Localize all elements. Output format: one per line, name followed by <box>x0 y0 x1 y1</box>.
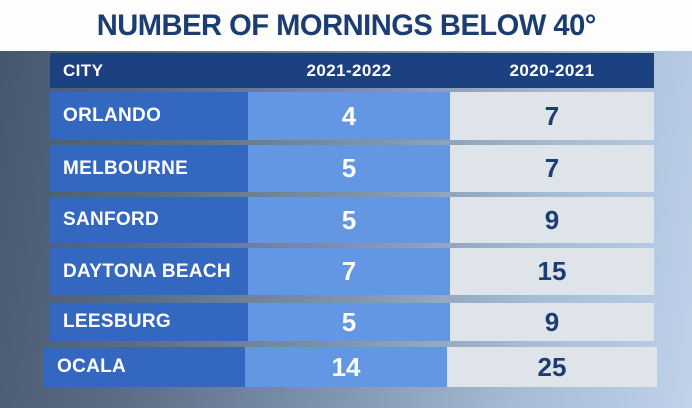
city-cell: ORLANDO <box>50 92 248 140</box>
city-cell: DAYTONA BEACH <box>50 248 248 295</box>
header-cell-city: CITY <box>63 60 104 80</box>
value-cell-2021-2022: 14 <box>245 347 447 387</box>
value-cell-2020-2021: 7 <box>450 145 654 192</box>
value-cell-2021-2022: 7 <box>248 248 450 295</box>
table-row: SANFORD 5 9 <box>50 197 654 243</box>
table-row: ORLANDO 4 7 <box>50 92 654 140</box>
title-banner: NUMBER OF MORNINGS BELOW 40° <box>0 0 692 51</box>
value-cell-2020-2021: 9 <box>450 197 654 243</box>
city-cell: LEESBURG <box>50 303 248 341</box>
table-row: LEESBURG 5 9 <box>50 303 654 341</box>
value-cell-2020-2021: 15 <box>450 248 654 295</box>
page-title: NUMBER OF MORNINGS BELOW 40° <box>96 8 596 42</box>
value-cell-2021-2022: 5 <box>248 303 450 341</box>
value-cell-2020-2021: 9 <box>450 303 654 341</box>
value-cell-2021-2022: 5 <box>248 145 450 192</box>
table-row: OCALA 14 25 <box>44 347 657 387</box>
header-cell-2021-2022: 2021-2022 <box>306 60 392 80</box>
table-row: MELBOURNE 5 7 <box>50 145 654 192</box>
value-cell-2021-2022: 5 <box>248 197 450 243</box>
header-cell-2020-2021: 2020-2021 <box>509 60 595 80</box>
city-cell: MELBOURNE <box>50 145 248 192</box>
value-cell-2020-2021: 7 <box>450 92 654 140</box>
data-table: CITY 2021-2022 2020-2021 ORLANDO 4 7 MEL… <box>44 53 657 387</box>
table-row: DAYTONA BEACH 7 15 <box>50 248 654 295</box>
table-header: CITY 2021-2022 2020-2021 <box>50 53 654 88</box>
value-cell-2021-2022: 4 <box>248 92 450 140</box>
city-cell: OCALA <box>44 347 245 387</box>
city-cell: SANFORD <box>50 197 248 243</box>
value-cell-2020-2021: 25 <box>447 347 657 387</box>
